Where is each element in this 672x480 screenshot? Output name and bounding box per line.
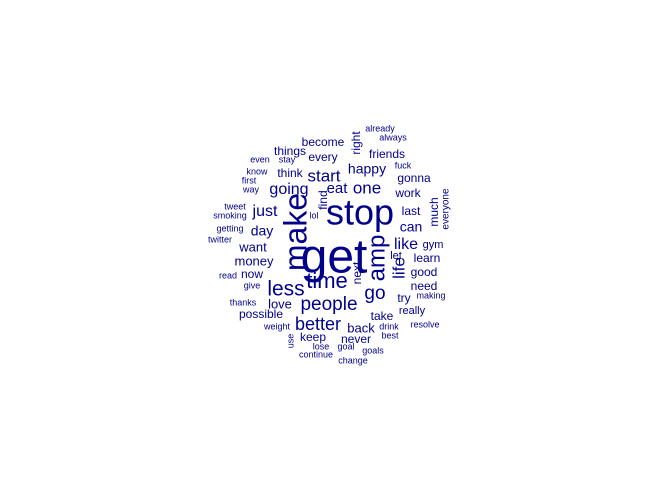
word-goals: goals	[362, 345, 384, 355]
word-think: think	[277, 166, 303, 180]
word-time: time	[306, 268, 348, 293]
word-amp: amp	[363, 235, 390, 282]
word-less: less	[267, 278, 304, 301]
word-next: next	[350, 261, 364, 284]
word-back: back	[347, 320, 375, 335]
word-friends: friends	[369, 147, 405, 161]
word-possible: possible	[239, 307, 283, 321]
word-let: let	[390, 250, 402, 262]
word-work: work	[394, 186, 421, 200]
word-life: life	[389, 257, 408, 279]
word-good: good	[411, 265, 438, 279]
word-love: love	[268, 296, 292, 311]
word-get: get	[301, 231, 368, 284]
word-become: become	[302, 135, 345, 149]
word-already: already	[365, 123, 395, 133]
word-go: go	[364, 283, 385, 304]
word-start: start	[307, 166, 340, 185]
word-every: every	[308, 150, 337, 164]
word-twitter: twitter	[208, 234, 232, 244]
word-always: always	[379, 132, 407, 142]
word-make: make	[277, 193, 313, 271]
word-people: people	[300, 294, 357, 315]
word-drink: drink	[379, 321, 399, 331]
word-things: things	[274, 144, 306, 158]
word-can: can	[400, 219, 423, 235]
word-thanks: thanks	[230, 297, 257, 307]
word-last: last	[402, 204, 421, 218]
word-lol: lol	[309, 210, 318, 220]
word-going: going	[269, 181, 308, 198]
word-find: find	[316, 190, 330, 209]
word-really: really	[399, 305, 426, 317]
word-stay: stay	[279, 154, 296, 164]
word-like: like	[394, 236, 418, 253]
word-everyone: everyone	[441, 188, 452, 230]
word-learn: learn	[414, 251, 441, 265]
word-gonna: gonna	[397, 171, 431, 185]
word-making: making	[416, 290, 445, 300]
word-gym: gym	[423, 239, 444, 251]
word-way: way	[242, 184, 260, 194]
word-lose: lose	[313, 341, 330, 351]
word-now: now	[241, 267, 263, 281]
word-give: give	[244, 280, 261, 290]
word-first: first	[242, 175, 257, 185]
word-fuck: fuck	[395, 160, 412, 170]
word-take: take	[371, 309, 394, 323]
word-much: much	[427, 197, 441, 226]
word-resolve: resolve	[410, 319, 439, 329]
word-use: use	[285, 334, 295, 349]
word-never: never	[341, 332, 371, 346]
word-better: better	[295, 314, 341, 334]
word-eat: eat	[327, 180, 349, 197]
word-getting: getting	[216, 223, 243, 233]
word-try: try	[397, 291, 410, 305]
word-even: even	[250, 154, 270, 164]
word-keep: keep	[300, 330, 326, 344]
word-best: best	[381, 330, 399, 340]
word-happy: happy	[348, 161, 386, 177]
word-want: want	[238, 239, 267, 254]
word-change: change	[338, 355, 368, 365]
word-weight: weight	[263, 321, 291, 331]
word-money: money	[234, 253, 274, 268]
word-goal: goal	[337, 341, 354, 351]
word-right: right	[349, 131, 363, 155]
word-need: need	[411, 279, 438, 293]
word-tweet: tweet	[224, 201, 246, 211]
word-know: know	[246, 166, 268, 176]
word-day: day	[251, 223, 274, 239]
word-one: one	[353, 178, 381, 197]
word-smoking: smoking	[213, 210, 247, 220]
word-just: just	[252, 203, 278, 220]
word-continue: continue	[299, 349, 333, 359]
word-read: read	[219, 270, 237, 280]
word-stop: stop	[326, 192, 394, 233]
